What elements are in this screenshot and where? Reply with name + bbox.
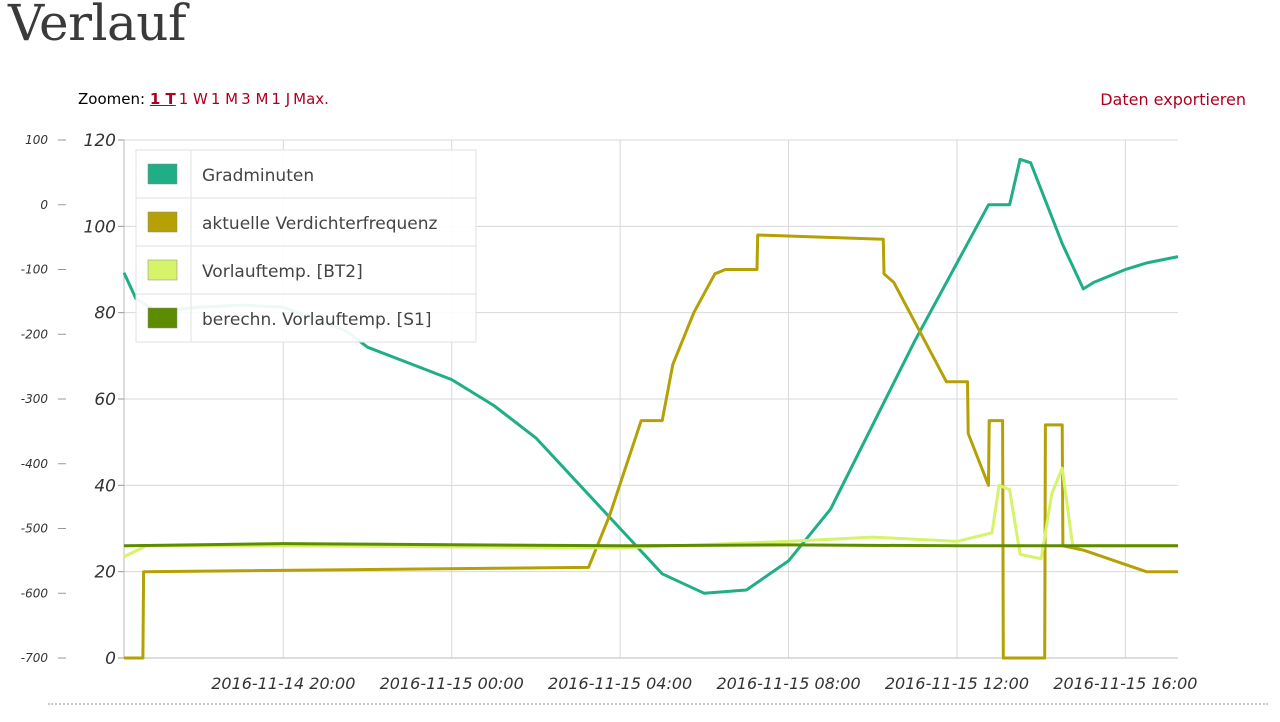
right-axis-tick-label: 120 <box>84 131 116 151</box>
right-axis-tick-label: 40 <box>94 476 116 496</box>
left-axis-tick-label: -600 <box>21 586 49 600</box>
series-line-4 <box>123 542 1178 548</box>
left-axis-tick-label: 100 <box>25 133 48 147</box>
left-axis-tick-label: 0 <box>40 198 48 212</box>
series-line-2 <box>124 233 1178 660</box>
export-data-link[interactable]: Daten exportieren <box>1100 90 1246 109</box>
x-axis-tick-label: 2016-11-14 20:00 <box>211 674 355 693</box>
zoom-label: Zoomen: <box>78 90 146 108</box>
zoom-option-1-j[interactable]: 1 J <box>271 90 291 108</box>
right-axis-tick-label: 20 <box>94 563 116 583</box>
legend-swatch <box>147 211 178 233</box>
x-axis-tick-label: 2016-11-15 16:00 <box>1053 674 1197 693</box>
right-axis-tick-label: 100 <box>84 217 116 237</box>
x-axis-tick-label: 2016-11-15 08:00 <box>716 674 860 693</box>
right-axis-tick-label: 80 <box>94 304 116 324</box>
x-axis-tick-label: 2016-11-15 00:00 <box>380 674 524 693</box>
left-axis-tick-label: -100 <box>21 263 49 277</box>
zoom-option-max[interactable]: Max. <box>293 90 329 108</box>
legend-swatch <box>147 307 178 329</box>
zoom-option-1-t[interactable]: 1 T <box>149 90 176 108</box>
legend-label: Gradminuten <box>202 166 314 186</box>
zoom-option-1-m[interactable]: 1 M <box>210 90 239 108</box>
legend-swatch <box>147 163 178 185</box>
left-axis-tick-label: -300 <box>21 392 49 406</box>
zoom-option-3-m[interactable]: 3 M <box>241 90 269 108</box>
legend-label: Vorlauftemp. [BT2] <box>202 262 363 282</box>
left-axis-tick-label: -500 <box>21 522 49 536</box>
zoom-option-1-w[interactable]: 1 W <box>178 90 208 108</box>
chart-legend: Gradminuten aktuelle Verdichterfrequenz Vo… <box>135 149 477 343</box>
series-line-3 <box>123 466 1178 561</box>
left-axis-tick-label: -200 <box>21 327 49 341</box>
left-axis-tick-label: -700 <box>21 651 49 665</box>
legend-swatch <box>147 259 178 281</box>
x-axis-tick-label: 2016-11-15 04:00 <box>548 674 692 693</box>
history-chart: 100 0 -100 -200 -300 -400 -500 -600 -700 120 100 80… <box>21 131 1198 693</box>
left-axis-tick-label: -400 <box>21 457 49 471</box>
legend-label: berechn. Vorlauftemp. [S1] <box>202 310 431 330</box>
legend-label: aktuelle Verdichterfrequenz <box>202 214 438 234</box>
x-axis-tick-label: 2016-11-15 12:00 <box>885 674 1029 693</box>
right-axis-tick-label: 60 <box>94 390 116 410</box>
right-axis-tick-label: 0 <box>105 649 116 669</box>
page-title: Verlauf <box>8 0 187 52</box>
footer-divider <box>48 703 1268 705</box>
